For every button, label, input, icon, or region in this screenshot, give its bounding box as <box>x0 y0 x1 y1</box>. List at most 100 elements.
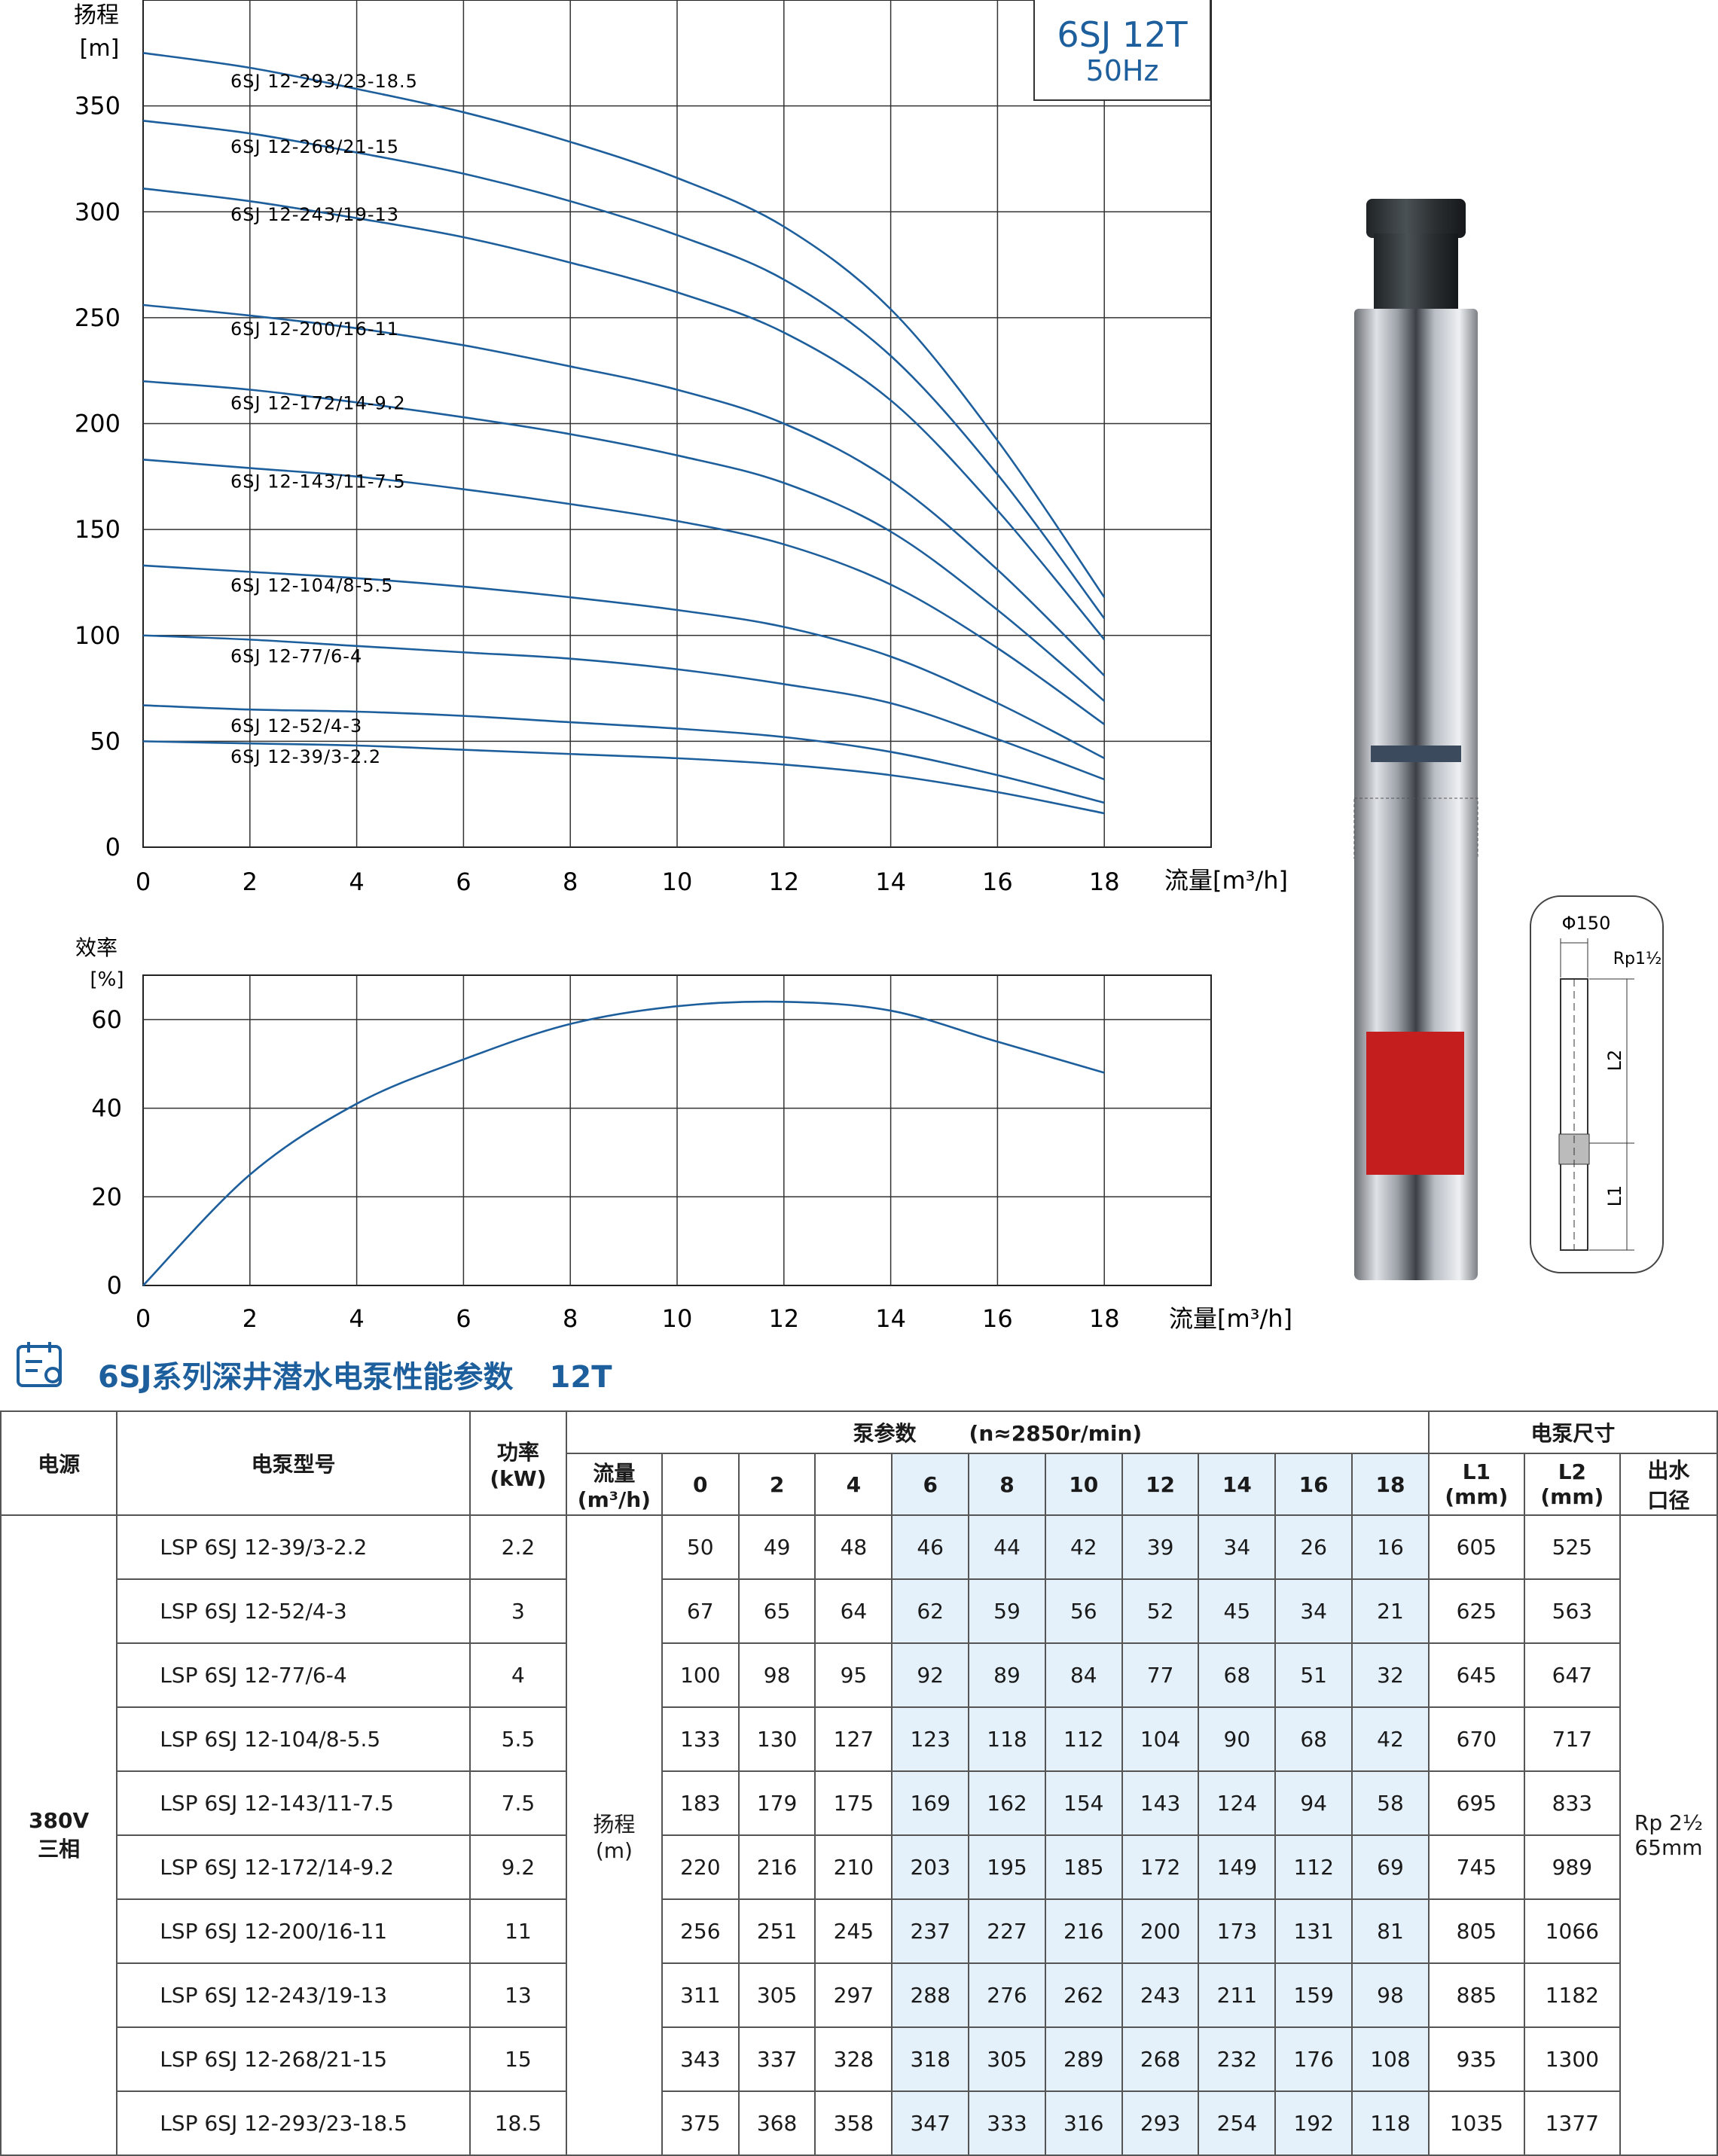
head-value-cell: 256 <box>661 1898 740 1964</box>
dimension-diagram: Φ150 Rp1½ L2 L1 <box>1530 895 1664 1273</box>
header-outlet: 出水 口径 <box>1619 1453 1718 1516</box>
table-row: LSP 6SJ 12-77/6-4 4 100 98 95 92 89 84 77 68 51 32 6… <box>1 1642 1717 1708</box>
head-x-label: 流量[m³/h] <box>1164 866 1288 895</box>
head-label-cell: 扬程 (m) <box>565 1514 663 2156</box>
head-value-cell: 56 <box>1044 1578 1123 1644</box>
performance-table: 电源 电泵型号 功率 (kW) 泵参数 (n≈2850r/min) 电泵尺寸 流量(… <box>0 1410 1718 2156</box>
x-tick-label: 2 <box>243 868 258 896</box>
head-value-cell: 237 <box>891 1898 970 1964</box>
header-l1: L1 (mm) <box>1427 1453 1525 1516</box>
l1-cell: 605 <box>1427 1514 1525 1580</box>
l2-cell: 1377 <box>1523 2090 1621 2156</box>
head-value-cell: 289 <box>1044 2026 1123 2092</box>
head-value-cell: 98 <box>1351 1962 1430 2028</box>
head-value-cell: 375 <box>661 2090 740 2156</box>
head-value-cell: 67 <box>661 1578 740 1644</box>
x-tick-label: 0 <box>136 1304 151 1333</box>
head-value-cell: 118 <box>968 1706 1046 1772</box>
y-tick-label: 50 <box>90 727 121 755</box>
pump-upper-body <box>1354 309 1478 851</box>
head-value-cell: 305 <box>968 2026 1046 2092</box>
head-value-cell: 185 <box>1044 1834 1123 1900</box>
y-tick-label: 20 <box>91 1182 122 1211</box>
head-value-cell: 183 <box>661 1770 740 1836</box>
series-label: 6SJ 12-39/3-2.2 <box>230 746 381 767</box>
table-row: LSP 6SJ 12-293/23-18.5 18.5 375 368 358 347 33… <box>1 2090 1717 2156</box>
head-value-cell: 254 <box>1198 2090 1277 2156</box>
x-tick-label: 6 <box>456 1304 471 1333</box>
l1-cell: 745 <box>1427 1834 1525 1900</box>
head-value-cell: 34 <box>1198 1514 1277 1580</box>
head-value-cell: 216 <box>737 1834 816 1900</box>
head-value-cell: 154 <box>1044 1770 1123 1836</box>
head-value-cell: 92 <box>891 1642 970 1708</box>
head-value-cell: 45 <box>1198 1578 1277 1644</box>
x-tick-label: 8 <box>563 1304 578 1333</box>
diameter-label: Φ150 <box>1562 913 1611 934</box>
x-tick-label: 18 <box>1089 868 1120 896</box>
x-tick-label: 12 <box>768 868 799 896</box>
head-value-cell: 52 <box>1121 1578 1200 1644</box>
head-value-cell: 49 <box>737 1514 816 1580</box>
head-value-cell: 288 <box>891 1962 970 2028</box>
series-line <box>142 303 1106 677</box>
head-value-cell: 100 <box>661 1642 740 1708</box>
l1-cell: 885 <box>1427 1962 1525 2028</box>
section-title: 6SJ系列深井潜水电泵性能参数 12T <box>98 1352 612 1396</box>
x-tick-label: 14 <box>875 868 906 896</box>
series-line <box>142 380 1106 702</box>
head-value-cell: 262 <box>1044 1962 1123 2028</box>
head-value-cell: 69 <box>1351 1834 1430 1900</box>
head-value-cell: 276 <box>968 1962 1046 2028</box>
table-row: LSP 6SJ 12-268/21-15 15 343 337 328 318 305 289… <box>1 2026 1717 2092</box>
flow-col-18: 18 <box>1351 1453 1430 1516</box>
eff-y-label-line2: [%] <box>90 968 124 991</box>
head-chart-grid <box>142 0 1212 848</box>
l2-cell: 717 <box>1523 1706 1621 1772</box>
x-tick-label: 18 <box>1089 1304 1120 1333</box>
head-value-cell: 130 <box>737 1706 816 1772</box>
table-row: LSP 6SJ 12-172/14-9.2 9.2 220 216 210 203 195 1… <box>1 1834 1717 1900</box>
head-value-cell: 94 <box>1274 1770 1353 1836</box>
l1-cell: 935 <box>1427 2026 1525 2092</box>
head-value-cell: 333 <box>968 2090 1046 2156</box>
efficiency-chart-grid <box>142 974 1212 1286</box>
head-value-cell: 32 <box>1351 1642 1430 1708</box>
table-row: LSP 6SJ 12-243/19-13 13 311 305 297 288 276 262… <box>1 1962 1717 2028</box>
head-value-cell: 90 <box>1198 1706 1277 1772</box>
header-model: 电泵型号 <box>116 1410 471 1516</box>
head-value-cell: 21 <box>1351 1578 1430 1644</box>
head-y-label-line1: 扬程 <box>74 2 119 29</box>
head-value-cell: 200 <box>1121 1898 1200 1964</box>
eff-y-label-line1: 效率 <box>75 935 117 960</box>
head-value-cell: 112 <box>1274 1834 1353 1900</box>
head-value-cell: 131 <box>1274 1898 1353 1964</box>
y-tick-label: 0 <box>105 833 121 861</box>
flow-col-16: 16 <box>1274 1453 1353 1516</box>
efficiency-chart-curve <box>142 1000 1105 1286</box>
l2-cell: 833 <box>1523 1770 1621 1836</box>
head-value-cell: 343 <box>661 2026 740 2092</box>
flow-col-14: 14 <box>1198 1453 1277 1516</box>
y-tick-label: 250 <box>75 303 121 332</box>
head-value-cell: 211 <box>1198 1962 1277 2028</box>
table-row: LSP 6SJ 12-143/11-7.5 7.5 183 179 175 169 162 1… <box>1 1770 1717 1836</box>
head-value-cell: 169 <box>891 1770 970 1836</box>
flow-col-12: 12 <box>1121 1453 1200 1516</box>
header-pump-params: 泵参数 (n≈2850r/min) <box>565 1410 1430 1454</box>
head-value-cell: 98 <box>737 1642 816 1708</box>
power-cell: 18.5 <box>468 2090 567 2156</box>
efficiency-chart-ticks: 0 2 4 6 8 10 12 14 16 18 0 20 40 60 <box>91 1005 1119 1333</box>
head-value-cell: 16 <box>1351 1514 1430 1580</box>
x-tick-label: 10 <box>662 868 693 896</box>
power-cell: 4 <box>468 1642 567 1708</box>
x-tick-label: 6 <box>456 868 471 896</box>
head-y-label-line2: [m] <box>80 35 120 62</box>
flow-col-2: 2 <box>737 1453 816 1516</box>
head-value-cell: 39 <box>1121 1514 1200 1580</box>
x-tick-label: 2 <box>243 1304 258 1333</box>
model-cell: LSP 6SJ 12-200/16-11 <box>116 1898 471 1964</box>
header-l2: L2 (mm) <box>1523 1453 1621 1516</box>
l1-cell: 1035 <box>1427 2090 1525 2156</box>
y-tick-label: 60 <box>91 1005 122 1034</box>
